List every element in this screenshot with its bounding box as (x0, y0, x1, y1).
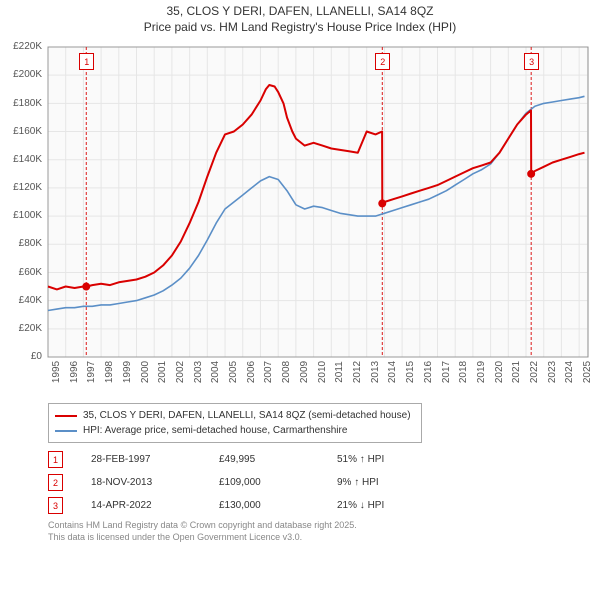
x-tick-label: 2024 (564, 357, 575, 387)
chart-sale-marker: 2 (375, 53, 390, 70)
x-tick-label: 1999 (122, 357, 133, 387)
x-tick-label: 2017 (441, 357, 452, 387)
sale-date: 14-APR-2022 (91, 500, 191, 511)
legend-swatch-price (55, 415, 77, 417)
x-tick-label: 2005 (228, 357, 239, 387)
y-tick-label: £220K (2, 41, 42, 52)
sale-price: £130,000 (219, 500, 309, 511)
y-tick-label: £200K (2, 69, 42, 80)
x-tick-label: 1996 (69, 357, 80, 387)
y-tick-label: £180K (2, 98, 42, 109)
x-tick-label: 2008 (281, 357, 292, 387)
x-tick-label: 2023 (547, 357, 558, 387)
chart-sale-marker: 3 (524, 53, 539, 70)
y-tick-label: £0 (2, 351, 42, 362)
chart-container: 35, CLOS Y DERI, DAFEN, LLANELLI, SA14 8… (0, 0, 600, 544)
x-tick-label: 2013 (370, 357, 381, 387)
table-row: 1 28-FEB-1997 £49,995 51% ↑ HPI (48, 451, 600, 468)
x-tick-label: 2012 (352, 357, 363, 387)
sales-table: 1 28-FEB-1997 £49,995 51% ↑ HPI 2 18-NOV… (48, 451, 600, 514)
x-tick-label: 2021 (511, 357, 522, 387)
x-tick-label: 2011 (334, 357, 345, 387)
y-tick-label: £120K (2, 182, 42, 193)
legend: 35, CLOS Y DERI, DAFEN, LLANELLI, SA14 8… (48, 403, 422, 443)
x-tick-label: 2004 (210, 357, 221, 387)
legend-swatch-hpi (55, 430, 77, 432)
x-tick-label: 2014 (387, 357, 398, 387)
attribution: Contains HM Land Registry data © Crown c… (48, 520, 600, 543)
title-line-1: 35, CLOS Y DERI, DAFEN, LLANELLI, SA14 8… (0, 4, 600, 20)
x-tick-label: 2000 (140, 357, 151, 387)
x-tick-label: 1995 (51, 357, 62, 387)
legend-label-price: 35, CLOS Y DERI, DAFEN, LLANELLI, SA14 8… (83, 408, 411, 423)
title-line-2: Price paid vs. HM Land Registry's House … (0, 20, 600, 36)
y-tick-label: £40K (2, 295, 42, 306)
x-tick-label: 2022 (529, 357, 540, 387)
y-tick-label: £80K (2, 238, 42, 249)
y-tick-label: £20K (2, 323, 42, 334)
x-tick-label: 1997 (86, 357, 97, 387)
chart-sale-marker: 1 (79, 53, 94, 70)
x-tick-label: 2020 (494, 357, 505, 387)
sale-pct: 9% ↑ HPI (337, 477, 427, 488)
sale-date: 18-NOV-2013 (91, 477, 191, 488)
x-tick-label: 2025 (582, 357, 593, 387)
chart-area: £0 £20K £40K £60K £80K £100K £120K £140K £160K £1… (0, 37, 600, 397)
y-tick-label: £140K (2, 154, 42, 165)
y-tick-label: £60K (2, 267, 42, 278)
y-tick-label: £160K (2, 126, 42, 137)
sale-pct: 51% ↑ HPI (337, 454, 427, 465)
sale-date: 28-FEB-1997 (91, 454, 191, 465)
sale-marker-3: 3 (48, 497, 63, 514)
sale-price: £109,000 (219, 477, 309, 488)
attribution-line-2: This data is licensed under the Open Gov… (48, 532, 600, 544)
legend-item-price: 35, CLOS Y DERI, DAFEN, LLANELLI, SA14 8… (55, 408, 411, 423)
y-tick-label: £100K (2, 210, 42, 221)
x-tick-label: 2002 (175, 357, 186, 387)
sale-price: £49,995 (219, 454, 309, 465)
sale-pct: 21% ↓ HPI (337, 500, 427, 511)
sale-marker-1: 1 (48, 451, 63, 468)
x-tick-label: 2003 (193, 357, 204, 387)
title-block: 35, CLOS Y DERI, DAFEN, LLANELLI, SA14 8… (0, 0, 600, 37)
x-tick-label: 2007 (263, 357, 274, 387)
x-tick-label: 2016 (423, 357, 434, 387)
x-tick-label: 2009 (299, 357, 310, 387)
x-tick-label: 2015 (405, 357, 416, 387)
sale-marker-2: 2 (48, 474, 63, 491)
table-row: 2 18-NOV-2013 £109,000 9% ↑ HPI (48, 474, 600, 491)
x-tick-label: 2010 (317, 357, 328, 387)
x-tick-label: 2001 (157, 357, 168, 387)
x-tick-label: 2018 (458, 357, 469, 387)
chart-svg (0, 37, 600, 397)
x-tick-label: 1998 (104, 357, 115, 387)
legend-label-hpi: HPI: Average price, semi-detached house,… (83, 423, 347, 438)
x-tick-label: 2006 (246, 357, 257, 387)
x-tick-label: 2019 (476, 357, 487, 387)
legend-item-hpi: HPI: Average price, semi-detached house,… (55, 423, 411, 438)
attribution-line-1: Contains HM Land Registry data © Crown c… (48, 520, 600, 532)
table-row: 3 14-APR-2022 £130,000 21% ↓ HPI (48, 497, 600, 514)
